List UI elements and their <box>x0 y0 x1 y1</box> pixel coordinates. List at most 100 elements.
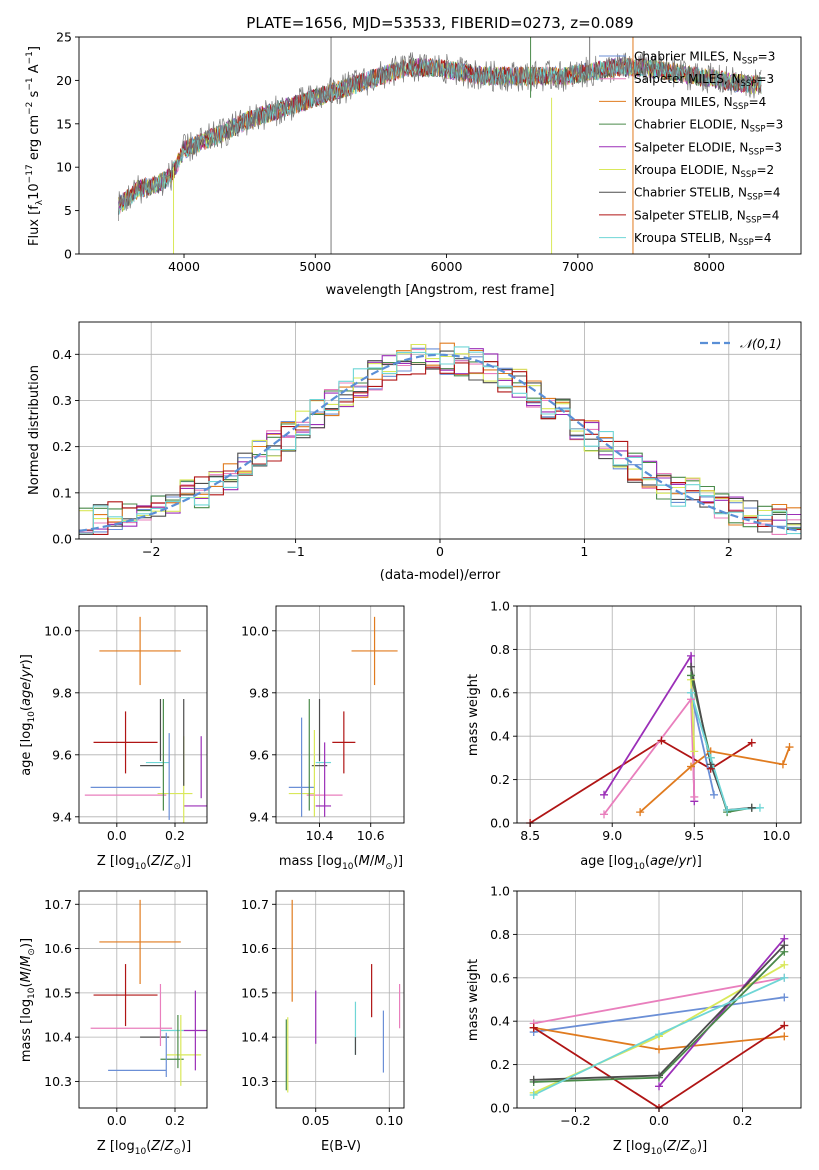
weight-point-marker <box>780 941 789 950</box>
age-vs-z-ylabel: age [log10(age/yr)] <box>19 654 37 776</box>
weight-point-marker <box>600 810 609 819</box>
weight-series-line <box>658 938 785 1087</box>
weight-point-marker <box>687 762 696 771</box>
axes-frame <box>78 36 802 255</box>
weight-series-line <box>533 976 785 1025</box>
x-tick-label: 8000 <box>693 259 725 274</box>
y-tick-label: 0 <box>64 247 72 262</box>
spectrum-line <box>118 52 762 222</box>
weight-vs-age-xlabel: age [log10(age/yr)] <box>580 854 702 872</box>
y-tick-label: 10.6 <box>44 941 72 956</box>
weight-series-line <box>533 1024 785 1108</box>
weight-point-marker <box>687 651 696 660</box>
legend-label: Chabrier STELIB, NSSP=4 <box>634 186 781 203</box>
x-tick-label: −1 <box>286 544 304 559</box>
legend-label: Kroupa STELIB, NSSP=4 <box>634 231 772 248</box>
mass-vs-ebv-plot: 0.05 0.10 10.3 10.4 10.5 10.6 10.7 <box>241 890 405 1128</box>
legend-label: Salpeter MILES, NSSP=3 <box>634 72 774 89</box>
y-tick-label: 0.4 <box>490 729 510 744</box>
y-tick-label: 25 <box>56 30 72 45</box>
x-tick-label: 4000 <box>168 259 200 274</box>
weight-point-marker <box>785 743 794 752</box>
y-tick-label: 0.6 <box>490 685 510 700</box>
weight-point-marker <box>709 790 718 799</box>
x-tick-label: 6000 <box>431 259 463 274</box>
weight-point-marker <box>529 1075 538 1084</box>
weight-vs-z-xlabel: Z [log10(Z/Z⊙)] <box>613 1139 707 1157</box>
y-tick-label: 10.5 <box>241 985 269 1000</box>
y-tick-label: 1.0 <box>490 884 510 899</box>
spectrum-xlabel: wavelength [Angstrom, rest frame] <box>326 283 555 298</box>
y-tick-label: 9.6 <box>249 747 269 762</box>
age-vs-mass-plot: 10.4 10.6 9.4 9.6 9.8 10.0 <box>241 605 405 843</box>
weight-series-line <box>603 696 696 815</box>
y-tick-label: 10.6 <box>241 941 269 956</box>
axes-frame <box>275 605 405 824</box>
spectrum-panel: PLATE=1656, MJD=53533, FIBERID=0273, z=0… <box>25 14 802 298</box>
weight-point-marker <box>706 753 715 762</box>
weight-point-marker <box>687 688 696 697</box>
y-tick-label: 0.4 <box>52 347 72 362</box>
spectrum-ylabel: Flux [fλ10−17 erg cm−2 s−1 A−1] <box>25 46 45 246</box>
y-tick-label: 15 <box>56 116 72 131</box>
weight-point-marker <box>600 790 609 799</box>
legend-label: Kroupa MILES, NSSP=4 <box>634 95 766 112</box>
y-tick-label: 0.0 <box>490 1101 510 1116</box>
y-tick-label: 10.3 <box>44 1074 72 1089</box>
axes-frame <box>78 890 208 1109</box>
y-tick-label: 10.0 <box>44 623 72 638</box>
weight-vs-z-panel: −0.2 0.0 0.2 0.0 0.2 0.4 0.6 0.8 1.0 Z [log10(Z/… <box>466 884 802 1157</box>
y-tick-label: 0.4 <box>490 1014 510 1029</box>
x-tick-label: 2 <box>725 544 733 559</box>
gaussian-reference <box>79 353 799 532</box>
weight-point-marker <box>690 792 699 801</box>
y-tick-label: 9.6 <box>52 747 72 762</box>
residual-xlabel: (data-model)/error <box>380 568 501 583</box>
weight-point-marker <box>780 1021 789 1030</box>
y-tick-label: 10.4 <box>241 1030 269 1045</box>
legend-label: Salpeter ELODIE, NSSP=3 <box>634 140 782 157</box>
x-tick-label: 0.05 <box>302 1113 330 1128</box>
x-tick-label: 10.6 <box>357 828 385 843</box>
weight-point-marker <box>780 993 789 1002</box>
x-tick-label: 9.0 <box>602 828 622 843</box>
age-vs-mass-xlabel: mass [log10(M/M⊙)] <box>279 854 403 872</box>
weight-point-marker <box>636 808 645 817</box>
x-tick-label: 8.5 <box>520 828 540 843</box>
residual-ylabel: Normed distribution <box>27 365 42 495</box>
weight-series-line <box>533 996 785 1033</box>
residual-panel: 𝒩(0,1) −2 −1 0 1 2 0.0 0.1 0.2 0.3 0.4 (data-model… <box>27 321 802 583</box>
mass-vs-z-plot: 0.0 0.2 10.3 10.4 10.5 10.6 10.7 <box>44 890 208 1128</box>
y-tick-label: 10.3 <box>241 1074 269 1089</box>
x-tick-label: 0.0 <box>107 1113 127 1128</box>
x-tick-label: 0.0 <box>649 1113 669 1128</box>
weight-point-marker <box>755 803 764 812</box>
x-tick-label: 0 <box>436 544 444 559</box>
weight-point-marker <box>780 973 789 982</box>
weight-series-line <box>690 692 761 811</box>
legend-label: Kroupa ELODIE, NSSP=2 <box>634 163 774 180</box>
weight-point-marker <box>780 1032 789 1041</box>
weight-point-marker <box>655 1071 663 1080</box>
y-tick-label: 0.2 <box>490 772 510 787</box>
weight-point-marker <box>778 760 787 769</box>
y-tick-label: 9.4 <box>52 809 72 824</box>
y-tick-label: 0.1 <box>52 485 72 500</box>
y-tick-label: 10.0 <box>241 623 269 638</box>
histogram-step <box>79 346 801 535</box>
weight-point-marker <box>529 1090 538 1099</box>
age-vs-z-panel: 0.0 0.2 9.4 9.6 9.8 10.0 Z [log10(Z/Z⊙)] age … <box>19 605 208 872</box>
weight-point-marker <box>747 803 756 812</box>
x-tick-label: 9.5 <box>684 828 704 843</box>
weight-point-marker <box>655 1045 663 1054</box>
weight-point-marker <box>655 1030 663 1039</box>
y-tick-label: 0.8 <box>490 927 510 942</box>
axes-frame <box>516 605 802 824</box>
weight-point-marker <box>529 1023 538 1032</box>
mass-vs-ebv-xlabel: E(B-V) <box>321 1139 361 1154</box>
y-tick-label: 0.6 <box>490 970 510 985</box>
weight-point-marker <box>780 960 789 969</box>
weight-point-marker <box>657 736 666 745</box>
mass-vs-ebv-panel: 0.05 0.10 10.3 10.4 10.5 10.6 10.7 E(B-V) <box>241 890 405 1154</box>
weight-point-marker <box>687 671 696 680</box>
